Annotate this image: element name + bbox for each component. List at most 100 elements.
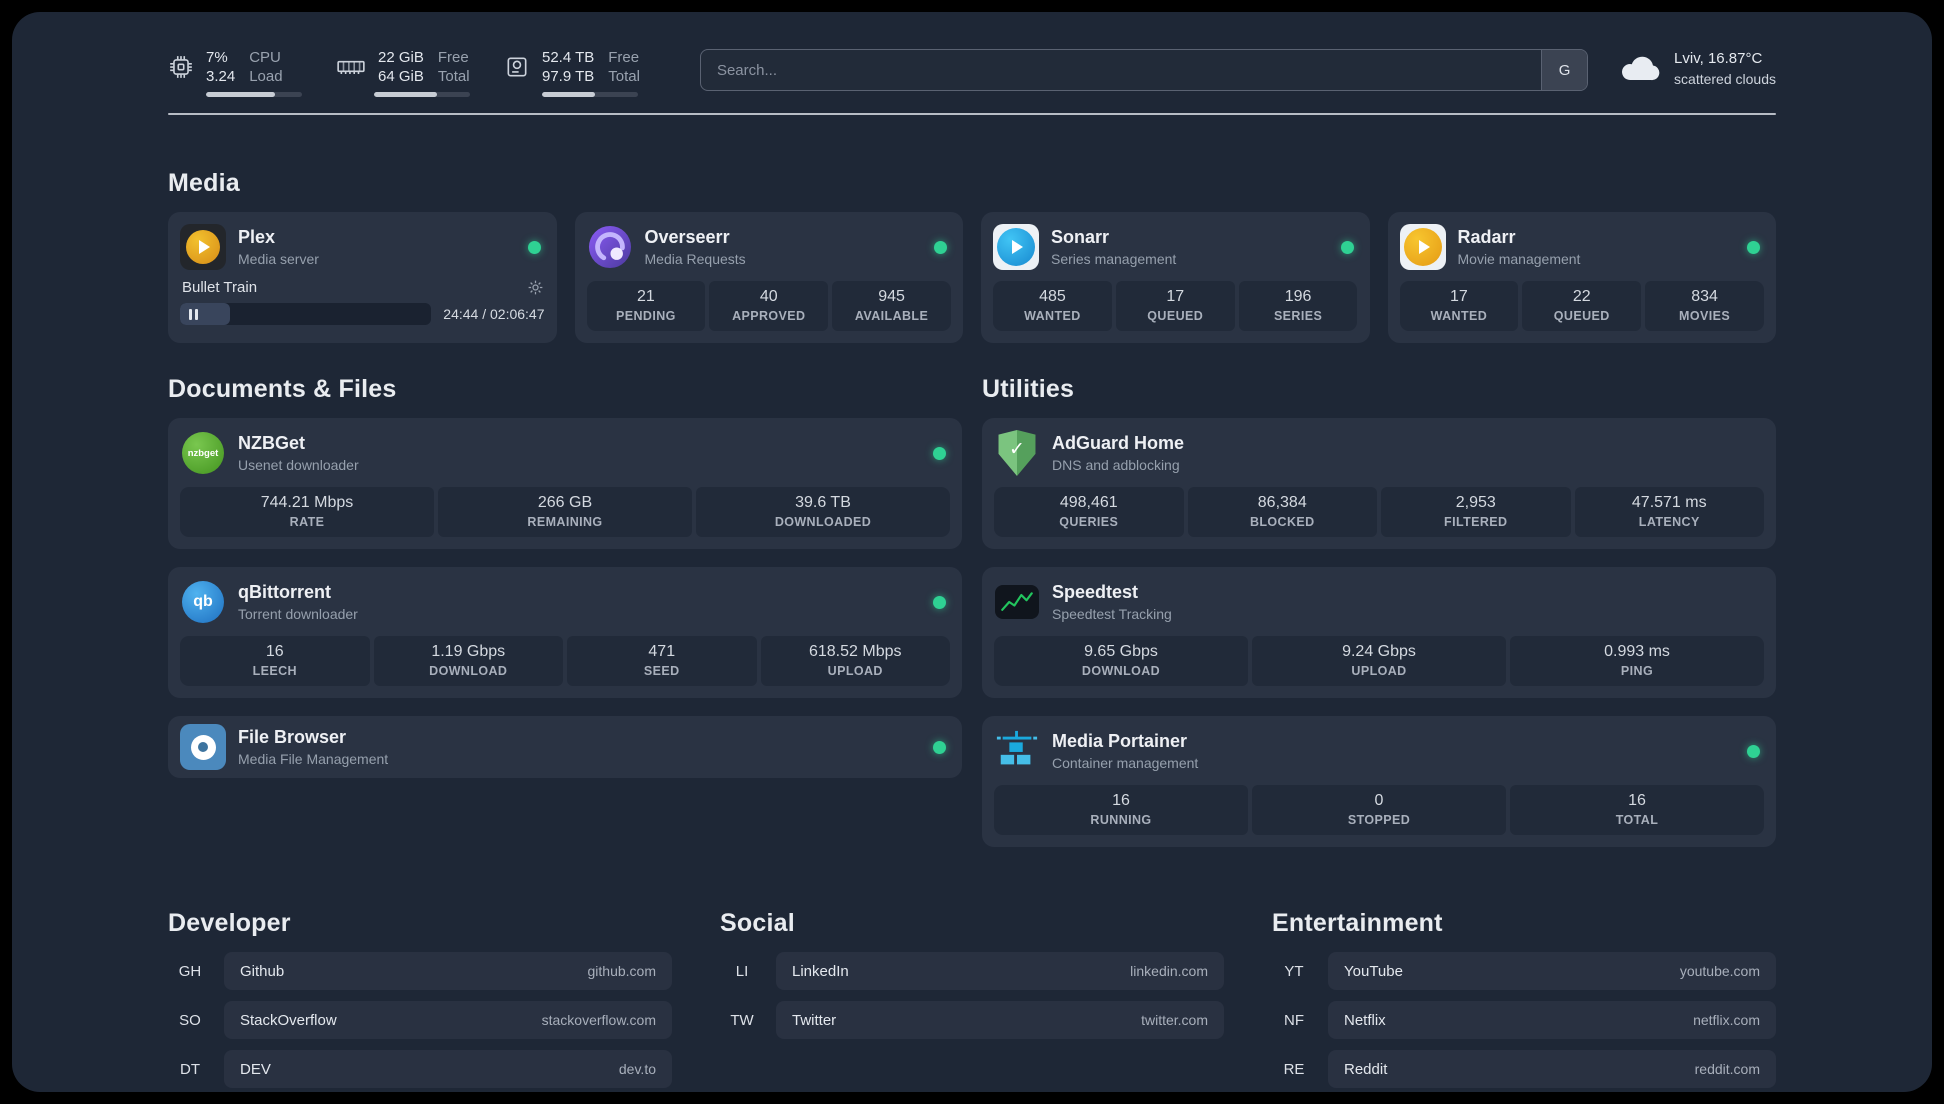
playback-time: 24:44 / 02:06:47: [443, 306, 545, 322]
service-card-overseerr: Overseerr Media Requests 21 PENDING 40 APP…: [574, 212, 963, 343]
service-link-filebrowser[interactable]: File Browser Media File Management: [180, 724, 950, 770]
service-card-speedtest: Speedtest Speedtest Tracking 9.65 Gbps DO…: [982, 567, 1776, 698]
cpu-load-label: Load: [249, 68, 283, 85]
portainer-crane-icon: [994, 728, 1040, 774]
bookmark-abbr: TW: [730, 1011, 754, 1029]
bookmark-link-youtube[interactable]: YouTube youtube.com: [1328, 952, 1776, 990]
stat-movies: 834 MOVIES: [1645, 281, 1764, 331]
service-name: qBittorrent: [238, 582, 331, 602]
service-link-plex[interactable]: Plex Media server: [180, 224, 545, 270]
bookmark-row: RE Reddit reddit.com: [1272, 1050, 1776, 1088]
service-link-radarr[interactable]: Radarr Movie management: [1399, 224, 1765, 270]
section-heading-entertainment: Entertainment: [1272, 909, 1443, 937]
bookmark-group-entertainment: Entertainment YT YouTube youtube.com NF …: [1272, 909, 1776, 1088]
status-dot: [1340, 240, 1354, 254]
service-card-radarr: Radarr Movie management 17 WANTED 22 QUEUE…: [1387, 212, 1776, 343]
radarr-icon: [1399, 224, 1446, 270]
disk-drive-icon: [504, 54, 530, 80]
service-name: Sonarr: [1051, 227, 1110, 247]
bookmark-row: NF Netflix netflix.com: [1272, 1001, 1776, 1039]
section-heading-social: Social: [720, 909, 795, 937]
weather-location: Lviv, 16.87°C: [1674, 50, 1763, 67]
bookmark-abbr: YT: [1284, 962, 1304, 980]
service-card-plex: Plex Media server Bullet Train: [168, 212, 557, 343]
service-card-filebrowser: File Browser Media File Management: [168, 716, 962, 778]
stat-seed: 471 SEED: [567, 636, 757, 686]
stat-downloaded: 39.6 TB DOWNLOADED: [696, 487, 950, 537]
bookmark-link-reddit[interactable]: Reddit reddit.com: [1328, 1050, 1776, 1088]
sonarr-icon: [993, 224, 1039, 270]
section-heading-developer: Developer: [168, 909, 291, 937]
gear-icon[interactable]: [528, 280, 543, 295]
bookmark-abbr: DT: [180, 1060, 200, 1078]
section-media: Media Plex Media server Bullet Train: [168, 169, 1776, 343]
section-heading-media: Media: [168, 169, 240, 197]
bookmark-row: LI LinkedIn linkedin.com: [720, 952, 1224, 990]
service-name: AdGuard Home: [1052, 433, 1185, 453]
search-provider-button[interactable]: G: [1541, 50, 1588, 90]
service-link-portainer[interactable]: Media Portainer Container management: [994, 728, 1764, 774]
cpu-progress-bar: [206, 92, 302, 97]
bookmark-abbr: NF: [1284, 1011, 1304, 1029]
weather-widget[interactable]: Lviv, 16.87°C scattered clouds: [1618, 49, 1776, 89]
bookmark-link-twitter[interactable]: Twitter twitter.com: [776, 1001, 1224, 1039]
service-name: File Browser: [238, 727, 347, 747]
cpu-load: 3.24: [206, 68, 236, 85]
memory-widget: 22 GiB 64 GiB Free Total: [336, 48, 470, 97]
cpu-percent: 7%: [206, 49, 228, 66]
stat-stopped: 0 STOPPED: [1252, 785, 1506, 835]
status-dot: [933, 740, 946, 754]
stat-rate: 744.21 Mbps RATE: [180, 487, 434, 537]
bookmark-row: DT DEV dev.to: [168, 1050, 672, 1088]
bookmark-link-stackoverflow[interactable]: StackOverflow stackoverflow.com: [224, 1001, 672, 1039]
bookmark-link-netflix[interactable]: Netflix netflix.com: [1328, 1001, 1776, 1039]
overseerr-icon: [587, 224, 633, 270]
service-link-qbittorrent[interactable]: qb qBittorrent Torrent downloader: [180, 579, 950, 625]
service-desc: Series management: [1051, 251, 1177, 267]
service-link-sonarr[interactable]: Sonarr Series management: [993, 224, 1358, 270]
memory-free: 22 GiB: [378, 49, 424, 66]
service-link-speedtest[interactable]: Speedtest Speedtest Tracking: [994, 579, 1764, 625]
search-bar: G: [699, 49, 1589, 91]
service-link-adguard[interactable]: ✓ AdGuard Home DNS and adblocking: [994, 430, 1764, 476]
service-desc: DNS and adblocking: [1052, 457, 1180, 473]
stat-download: 1.19 Gbps DOWNLOAD: [373, 636, 563, 686]
service-desc: Container management: [1052, 755, 1199, 771]
cpu-widget: 7% 3.24 CPU Load: [168, 48, 302, 97]
disk-progress-bar: [542, 92, 638, 97]
bookmark-link-github[interactable]: Github github.com: [224, 952, 672, 990]
stat-filtered: 2,953 FILTERED: [1381, 487, 1571, 537]
bookmark-group-developer: Developer GH Github github.com SO StackO…: [168, 909, 672, 1088]
status-dot: [527, 240, 541, 254]
cloud-icon: [1618, 52, 1662, 87]
section-heading-utilities: Utilities: [982, 375, 1075, 403]
section-documents: Documents & Files nzbget NZBGet Usenet d…: [168, 375, 962, 847]
service-card-sonarr: Sonarr Series management 485 WANTED 17 QUE…: [981, 212, 1370, 343]
bookmark-row: YT YouTube youtube.com: [1272, 952, 1776, 990]
stat-download: 9.65 Gbps DOWNLOAD: [994, 636, 1248, 686]
stat-queries: 498,461 QUERIES: [994, 487, 1184, 537]
disk-total: 97.9 TB: [542, 68, 595, 85]
memory-total: 64 GiB: [378, 68, 424, 85]
disk-total-label: Total: [608, 68, 640, 85]
service-card-nzbget: nzbget NZBGet Usenet downloader 744.21 M…: [168, 418, 962, 549]
bookmark-row: GH Github github.com: [168, 952, 672, 990]
playback-progress-bar[interactable]: [180, 303, 432, 325]
stat-total: 16 TOTAL: [1510, 785, 1764, 835]
search-input[interactable]: [700, 50, 1542, 90]
stat-series: 196 SERIES: [1238, 281, 1358, 331]
bookmark-link-linkedin[interactable]: LinkedIn linkedin.com: [776, 952, 1224, 990]
speedtest-graph-icon: [994, 579, 1040, 625]
stat-queued: 22 QUEUED: [1522, 281, 1642, 331]
cpu-label: CPU: [249, 49, 281, 66]
stat-leech: 16 LEECH: [180, 636, 370, 686]
pause-icon[interactable]: [189, 308, 198, 320]
service-link-nzbget[interactable]: nzbget NZBGet Usenet downloader: [180, 430, 950, 476]
memory-free-label: Free: [437, 49, 469, 66]
service-name: Radarr: [1457, 227, 1516, 247]
topbar-divider: [168, 113, 1776, 115]
bookmark-link-dev[interactable]: DEV dev.to: [224, 1050, 672, 1088]
service-link-overseerr[interactable]: Overseerr Media Requests: [587, 224, 952, 270]
memory-total-label: Total: [437, 68, 470, 85]
status-dot: [1747, 744, 1760, 758]
